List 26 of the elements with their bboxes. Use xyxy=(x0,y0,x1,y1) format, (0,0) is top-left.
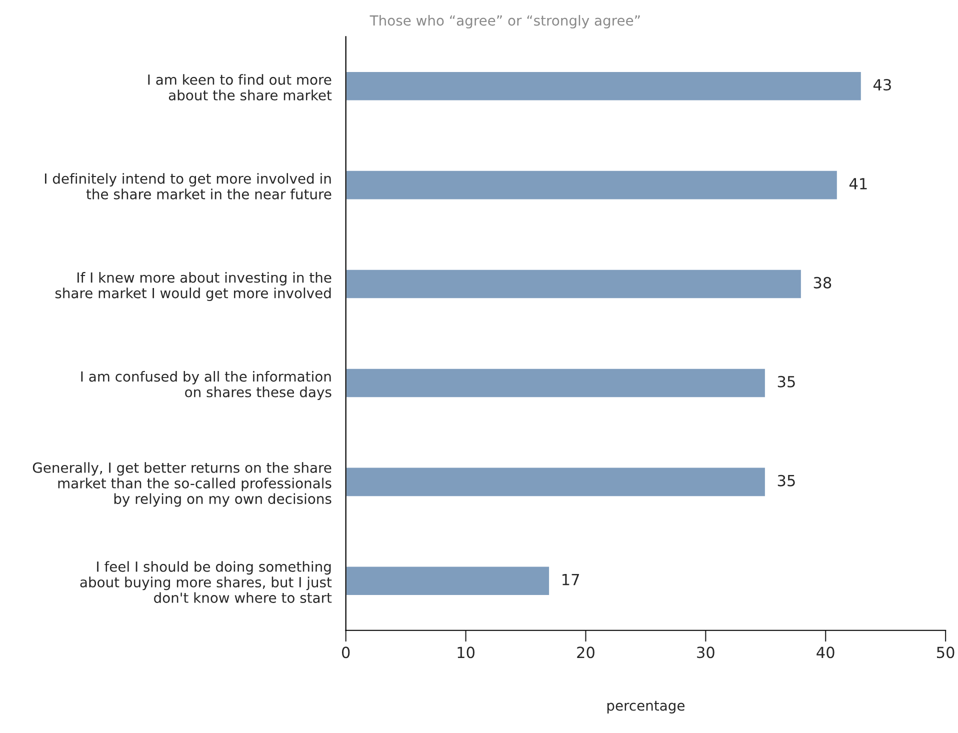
data-label: 41 xyxy=(849,178,867,190)
y-tick-label: I definitely intend to get more involved in the share market in the near future xyxy=(45,173,332,200)
data-label: 17 xyxy=(562,574,579,586)
data-label: 43 xyxy=(873,79,891,91)
x-axis-title: percentage xyxy=(607,700,684,714)
chart-title: Those who “agree” or “strongly agree” xyxy=(370,14,640,28)
bar xyxy=(346,367,766,399)
y-tick-label: I am keen to find out more about the share market xyxy=(148,74,332,100)
x-tick-label: 40 xyxy=(816,646,834,658)
x-tick-label: 0 xyxy=(342,646,350,658)
x-tick-label: 30 xyxy=(697,646,714,658)
y-tick-label: Generally, I get better returns on the share market than the so-called professionals by relying on my own decisions xyxy=(32,462,332,507)
x-tick-label: 50 xyxy=(937,646,954,658)
bar xyxy=(346,70,862,102)
bar xyxy=(346,268,802,300)
x-tick-label: 10 xyxy=(458,646,474,658)
bar xyxy=(346,466,766,498)
y-tick-label: I feel I should be doing something about buying more shares, but I just don't know where to start xyxy=(80,561,332,603)
data-label: 38 xyxy=(814,276,832,288)
y-tick-label: If I knew more about investing in the share market I would get more involved xyxy=(55,272,332,302)
data-label: 35 xyxy=(778,474,795,486)
x-tick-label: 20 xyxy=(577,646,594,658)
y-tick-label: I am confused by all the information on shares these days xyxy=(81,370,332,400)
bar xyxy=(346,565,550,596)
bar xyxy=(346,170,838,201)
data-label: 35 xyxy=(778,376,795,388)
